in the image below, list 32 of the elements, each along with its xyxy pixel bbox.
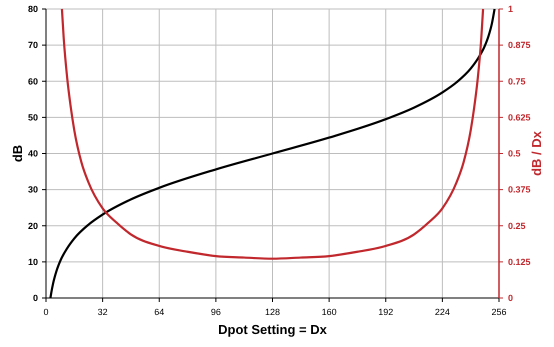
y2-tick-label: 0.375 [508,184,531,195]
y-tick-label: 70 [28,40,38,50]
line-series [60,8,484,260]
x-tick-label: 96 [210,307,221,317]
y2-tick-label: 0.75 [508,76,526,86]
x-tick-label: 64 [154,307,164,317]
x-tick-label: 0 [43,307,49,317]
x-tick-label: 128 [264,307,280,317]
y2-tick-label: 0.5 [508,148,521,158]
y-tick-label: 50 [28,112,38,122]
y2-tick-label: 0 [508,293,514,303]
y2-axis-title: dB / Dx [529,130,544,176]
y-tick-label: 60 [28,76,38,86]
x-axis-title: Dpot Setting = Dx [218,322,328,337]
x-tick-label: 224 [434,307,450,317]
x-tick-label: 256 [491,307,507,317]
y-axis-title: dB [10,144,25,162]
line-series [49,8,496,300]
y-tick-label: 80 [28,4,38,14]
x-tick-label: 32 [98,307,108,317]
y-tick-label: 10 [28,256,38,267]
y2-tick-label: 0.125 [508,256,531,267]
y-tick-label: 20 [28,220,38,231]
y2-tick-label: 0.25 [508,220,526,231]
y-tick-label: 40 [28,148,38,158]
x-tick-label: 160 [322,307,337,317]
y-tick-label: 0 [32,293,38,303]
x-tick-label: 192 [378,307,394,317]
y2-tick-label: 0.625 [508,112,531,122]
y-tick-label: 30 [28,184,38,195]
y2-tick-label: 1 [508,4,514,14]
y2-tick-label: 0.875 [508,40,531,50]
